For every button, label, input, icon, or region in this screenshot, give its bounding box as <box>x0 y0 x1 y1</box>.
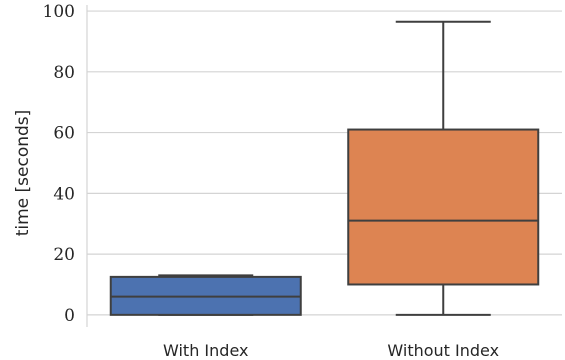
gridlines <box>86 5 562 327</box>
y-axis-label: time [seconds] <box>13 110 33 237</box>
y-tick-label: 100 <box>43 2 75 22</box>
x-tick-label: With Index <box>163 341 248 360</box>
box-without-index <box>347 20 540 316</box>
box-iqr <box>347 128 540 286</box>
y-tick-label: 40 <box>53 184 75 204</box>
y-tick-label: 0 <box>64 306 75 326</box>
y-tick-label: 80 <box>53 63 75 83</box>
y-tick-label: 20 <box>53 245 75 265</box>
box-with-index <box>109 274 302 316</box>
x-tick-label: Without Index <box>387 341 499 360</box>
x-tick-labels: With Index Without Index <box>163 341 499 360</box>
y-tick-labels: 0 20 40 60 80 100 <box>43 2 75 326</box>
y-tick-label: 60 <box>53 124 75 144</box>
box-series <box>109 20 540 316</box>
